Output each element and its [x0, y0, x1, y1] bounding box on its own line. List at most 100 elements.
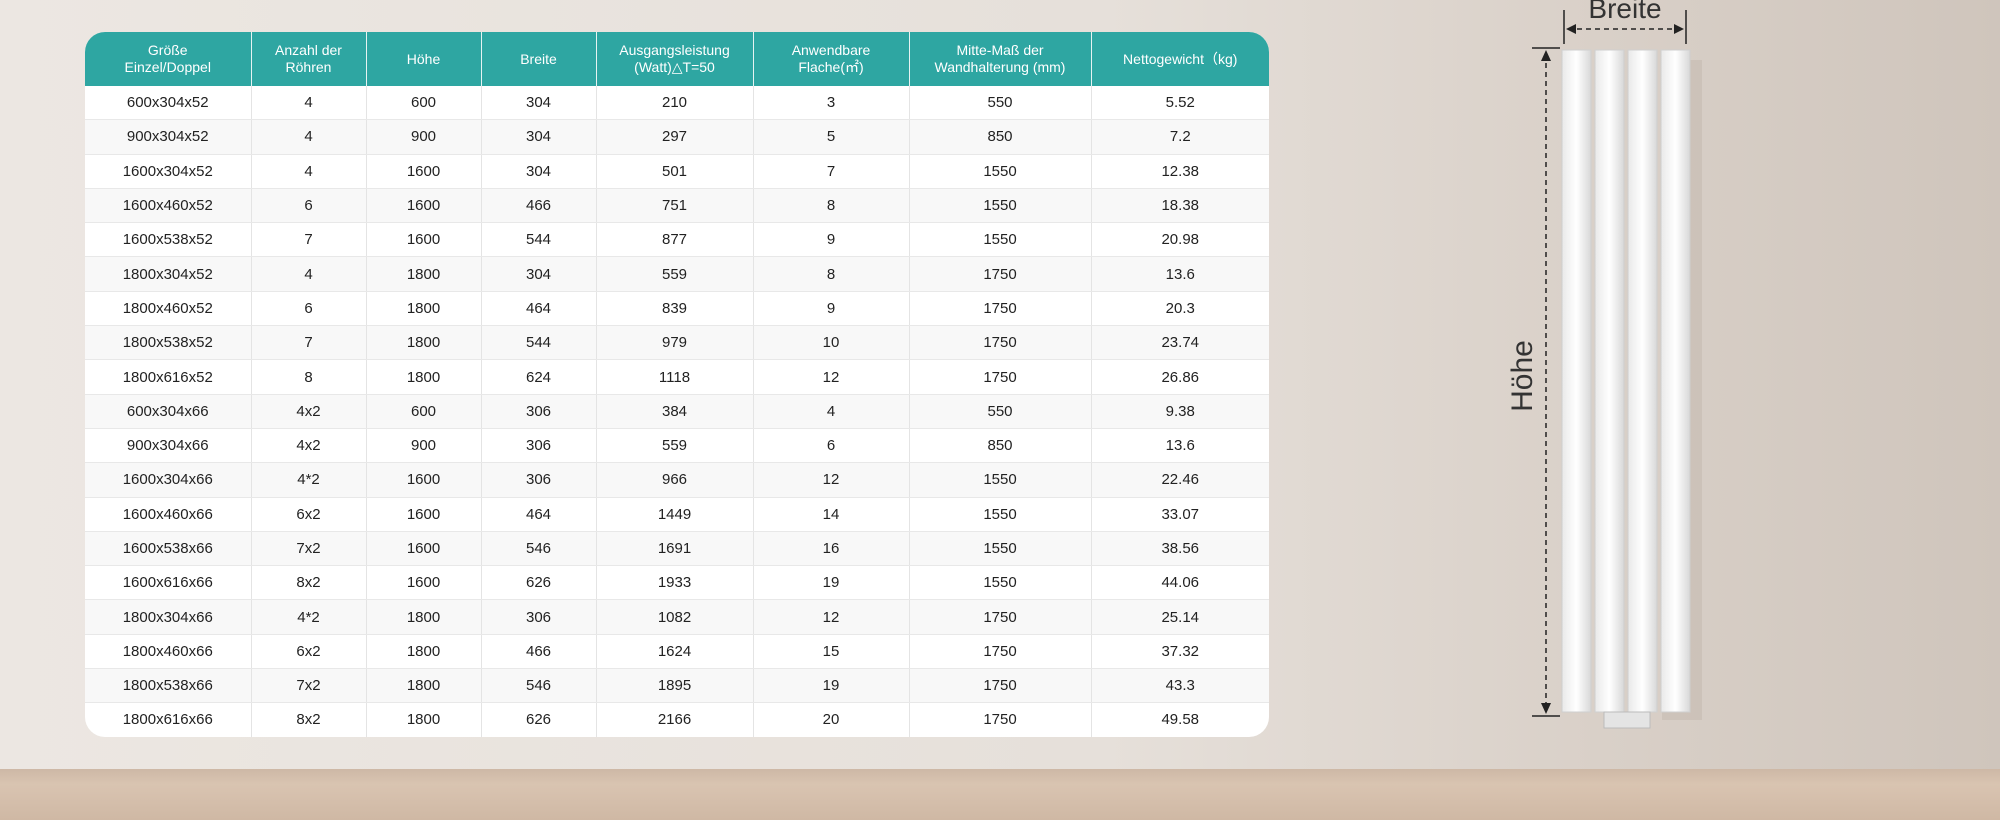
table-cell: 44.06 [1091, 565, 1269, 601]
table-cell: 306 [481, 599, 597, 635]
table-cell: 624 [481, 359, 597, 395]
table-cell: 1800 [366, 668, 482, 704]
table-cell: 1550 [909, 188, 1092, 224]
table-cell: 546 [481, 531, 597, 567]
table-row: 1800x616x66 8x2 1800 626 2166 20 1750 49.58 [85, 702, 1269, 737]
table-cell: 1550 [909, 565, 1092, 601]
table-cell: 8 [753, 256, 910, 292]
table-cell: 4 [753, 394, 910, 429]
table-row: 1600x304x52 4 1600 304 501 7 1550 12.38 [85, 154, 1269, 189]
arrowheads [1541, 24, 1684, 714]
table-cell: 979 [596, 325, 754, 361]
table-row: 1600x460x52 6 1600 466 751 8 1550 18.38 [85, 188, 1269, 224]
table-cell: 1750 [909, 599, 1092, 635]
table-cell: 304 [481, 119, 597, 155]
table-cell: 626 [481, 565, 597, 601]
table-cell: 1082 [596, 599, 754, 635]
table-cell: 559 [596, 428, 754, 464]
table-cell: 3 [753, 86, 910, 121]
table-row: 1800x304x66 4*2 1800 306 1082 12 1750 25.14 [85, 599, 1269, 635]
table-cell: 1800x538x66 [85, 668, 252, 704]
table-cell: 1691 [596, 531, 754, 567]
table-cell: 7 [251, 222, 367, 258]
table-cell: 464 [481, 291, 597, 327]
table-row: 900x304x66 4x2 900 306 559 6 850 13.6 [85, 428, 1269, 464]
table-cell: 900 [366, 428, 482, 464]
table-row: 1800x460x52 6 1800 464 839 9 1750 20.3 [85, 291, 1269, 327]
table-cell: 600 [366, 394, 482, 429]
table-cell: 600x304x52 [85, 86, 252, 121]
table-cell: 2166 [596, 702, 754, 737]
table-cell: 1449 [596, 497, 754, 532]
table-cell: 1600x616x66 [85, 565, 252, 601]
table-cell: 12 [753, 599, 910, 635]
table-cell: 384 [596, 394, 754, 429]
table-cell: 600x304x66 [85, 394, 252, 429]
height-label: Höhe [1506, 340, 1539, 412]
table-row: 1600x460x66 6x2 1600 464 1449 14 1550 33.07 [85, 497, 1269, 532]
table-cell: 1800 [366, 599, 482, 635]
table-cell: 22.46 [1091, 462, 1269, 498]
table-cell: 1600 [366, 531, 482, 567]
table-cell: 304 [481, 256, 597, 292]
table-cell: 6x2 [251, 497, 367, 532]
table-cell: 5.52 [1091, 86, 1269, 121]
table-cell: 6 [251, 188, 367, 224]
table-cell: 1750 [909, 702, 1092, 737]
table-cell: 546 [481, 668, 597, 704]
table-cell: 1600 [366, 188, 482, 224]
table-cell: 877 [596, 222, 754, 258]
table-cell: 1550 [909, 154, 1092, 189]
table-cell: 1800 [366, 359, 482, 395]
header-cell: Höhe [366, 32, 482, 86]
table-row: 1600x538x66 7x2 1600 546 1691 16 1550 38.56 [85, 531, 1269, 567]
table-cell: 49.58 [1091, 702, 1269, 737]
table-cell: 297 [596, 119, 754, 155]
table-cell: 600 [366, 86, 482, 121]
table-cell: 850 [909, 119, 1092, 155]
table-cell: 544 [481, 325, 597, 361]
table-cell: 1600x460x66 [85, 497, 252, 532]
table-cell: 1800 [366, 634, 482, 670]
table-cell: 12 [753, 359, 910, 395]
table-cell: 1750 [909, 668, 1092, 704]
table-cell: 20.3 [1091, 291, 1269, 327]
table-cell: 1800x538x52 [85, 325, 252, 361]
table-cell: 1750 [909, 359, 1092, 395]
table-cell: 304 [481, 154, 597, 189]
table-row: 600x304x66 4x2 600 306 384 4 550 9.38 [85, 394, 1269, 429]
table-row: 1800x538x66 7x2 1800 546 1895 19 1750 43.3 [85, 668, 1269, 704]
header-cell: Anzahl der Röhren [251, 32, 367, 86]
table-cell: 9 [753, 291, 910, 327]
table-cell: 1600x460x52 [85, 188, 252, 224]
table-cell: 6 [251, 291, 367, 327]
table-cell: 19 [753, 668, 910, 704]
table-cell: 13.6 [1091, 428, 1269, 464]
header-row: Größe Einzel/Doppel Anzahl der Röhren Höhe… [85, 32, 1269, 86]
table-cell: 12.38 [1091, 154, 1269, 189]
table-row: 1800x460x66 6x2 1800 466 1624 15 1750 37.32 [85, 634, 1269, 670]
table-cell: 4 [251, 154, 367, 189]
table-cell: 1600x304x52 [85, 154, 252, 189]
table-cell: 306 [481, 462, 597, 498]
table-cell: 14 [753, 497, 910, 532]
table-cell: 1550 [909, 462, 1092, 498]
table-cell: 1800x304x66 [85, 599, 252, 635]
table-cell: 16 [753, 531, 910, 567]
table-cell: 544 [481, 222, 597, 258]
table-cell: 8 [251, 359, 367, 395]
table-cell: 1750 [909, 634, 1092, 670]
table-cell: 900x304x52 [85, 119, 252, 155]
table-cell: 966 [596, 462, 754, 498]
table-cell: 18.38 [1091, 188, 1269, 224]
table-cell: 8x2 [251, 702, 367, 737]
table-cell: 1600x304x66 [85, 462, 252, 498]
table-cell: 4x2 [251, 394, 367, 429]
table-cell: 306 [481, 428, 597, 464]
floor [0, 769, 2000, 820]
table-cell: 13.6 [1091, 256, 1269, 292]
table-cell: 1800 [366, 256, 482, 292]
table-cell: 550 [909, 394, 1092, 429]
table-cell: 6x2 [251, 634, 367, 670]
spec-table: Größe Einzel/Doppel Anzahl der Röhren Höhe… [85, 32, 1269, 737]
